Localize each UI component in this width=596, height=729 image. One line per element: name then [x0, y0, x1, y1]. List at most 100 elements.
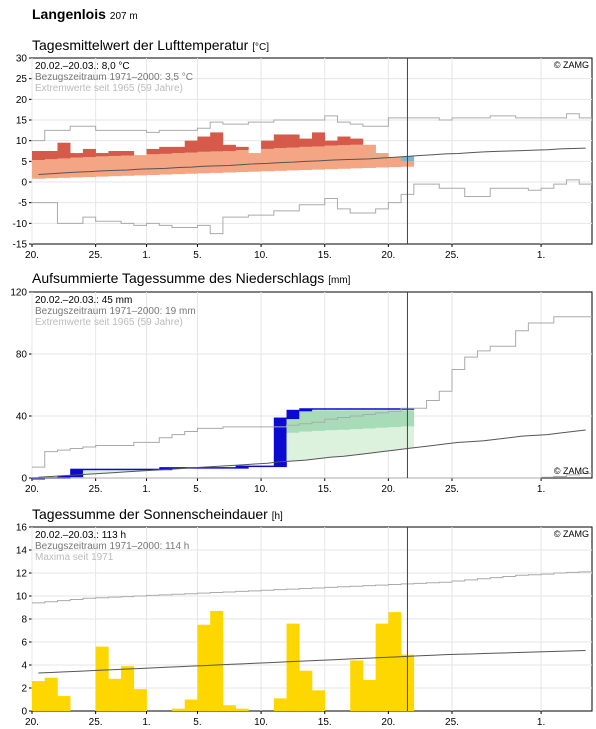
- sun-bar: [32, 681, 46, 711]
- temp-anomaly-bar: [108, 151, 122, 156]
- temp-xtick-label: 25.: [89, 250, 103, 261]
- precip-increment-bar: [324, 408, 338, 410]
- sun-bar: [57, 696, 71, 711]
- temp-anomaly-bar: [299, 138, 313, 147]
- precip-xtick-label: 25.: [445, 484, 459, 495]
- precip-increment-bar: [108, 468, 122, 471]
- sun-bar: [210, 610, 224, 711]
- sun-bar: [375, 623, 389, 711]
- temp-xtick-label: 1.: [537, 250, 545, 261]
- precip-normal-band: [362, 428, 376, 454]
- precip-normal-band: [324, 430, 338, 458]
- sun-ytick-label: 2: [21, 684, 27, 695]
- temp-normal-band: [108, 155, 122, 177]
- temp-anomaly-bar: [184, 140, 198, 153]
- precip-increment-bar: [362, 408, 376, 410]
- precip-increment-bar: [82, 468, 96, 471]
- precipitation-unit: [mm]: [328, 275, 351, 286]
- temp-anomaly-bar: [197, 136, 211, 152]
- temp-normal-band: [261, 148, 275, 172]
- temp-normal-band: [375, 153, 389, 168]
- precip-surplus-band: [350, 410, 364, 430]
- precip-increment-bar: [159, 467, 173, 471]
- precip-increment-bar: [95, 468, 109, 471]
- temp-normal-band: [248, 153, 262, 172]
- precip-increment-bar: [146, 468, 160, 471]
- temp-ytick-label: 15: [16, 116, 28, 127]
- precip-info-period: 20.02.–20.03.: 45 mm: [35, 295, 132, 306]
- sun-xtick-label: 20.: [25, 717, 39, 728]
- sun-bar: [172, 708, 186, 711]
- sun-xtick-label: 15.: [318, 717, 332, 728]
- precip-ytick-label: 40: [16, 412, 28, 423]
- precip-normal-band: [299, 431, 313, 461]
- sun-ytick-label: 14: [16, 546, 28, 557]
- station-altitude: 207 m: [109, 11, 138, 22]
- precip-ytick-label: 80: [16, 350, 28, 361]
- precip-increment-bar: [235, 465, 249, 469]
- sun-ytick-label: 0: [21, 707, 27, 718]
- temp-xtick-label: 20.: [381, 250, 395, 261]
- precip-increment-bar: [286, 409, 300, 420]
- temp-xtick-label: 5.: [193, 250, 201, 261]
- precip-increment-bar: [70, 468, 84, 478]
- precip-xtick-label: 5.: [193, 484, 201, 495]
- temperature-chart-title: Tagesmittelwert der Lufttemperatur [°C]: [32, 37, 269, 53]
- temp-normal-band: [286, 147, 300, 171]
- precip-xtick-label: 1.: [537, 484, 545, 495]
- precip-surplus-band: [312, 410, 326, 431]
- precip-increment-bar: [312, 408, 326, 410]
- sun-bar: [299, 670, 313, 711]
- temp-anomaly-bar: [159, 146, 173, 154]
- temp-normal-band: [350, 144, 364, 169]
- temp-normal-band: [324, 145, 338, 170]
- sun-info-period: 20.02.–20.03.: 113 h: [35, 530, 126, 541]
- precip-ytick-label: 120: [10, 288, 27, 299]
- temp-anomaly-bar: [337, 136, 351, 146]
- temp-normal-band: [210, 151, 224, 173]
- precip-minimum-line: [32, 472, 592, 479]
- station-title: Langenlois 207 m: [32, 6, 138, 22]
- precip-increment-bar: [210, 467, 224, 469]
- temp-anomaly-bar: [82, 148, 96, 158]
- precipitation-title-text: Aufsummierte Tagessumme des Niederschlag…: [32, 270, 325, 286]
- temp-xtick-label: 20.: [25, 250, 39, 261]
- temp-ytick-label: 0: [21, 178, 27, 189]
- precip-normal-band: [133, 469, 147, 472]
- temp-anomaly-bar: [44, 151, 58, 160]
- sun-bar: [108, 678, 122, 711]
- temp-anomaly-bar: [70, 153, 84, 158]
- precip-increment-bar: [222, 467, 236, 469]
- precip-normal-band: [95, 470, 109, 474]
- temp-normal-band: [197, 151, 211, 174]
- precip-normal-band: [375, 427, 389, 452]
- temp-anomaly-bar: [210, 132, 224, 152]
- precip-xtick-label: 15.: [318, 484, 332, 495]
- temp-info-reference: Bezugszeitraum 1971–2000: 3,5 °C: [35, 72, 193, 83]
- sun-bar: [388, 612, 402, 711]
- sun-xtick-label: 25.: [89, 717, 103, 728]
- sun-bar: [197, 624, 211, 711]
- sun-maximum-line: [32, 571, 592, 604]
- sun-ytick-label: 12: [16, 569, 28, 580]
- temp-xtick-label: 25.: [445, 250, 459, 261]
- temp-normal-band: [159, 153, 173, 175]
- sun-ytick-label: 10: [16, 592, 28, 603]
- temp-normal-band: [273, 148, 287, 171]
- precip-normal-band: [108, 470, 122, 473]
- temp-normal-band: [235, 150, 249, 173]
- precip-xtick-label: 1.: [142, 484, 150, 495]
- precip-increment-bar: [172, 467, 186, 469]
- sun-ytick-label: 16: [16, 523, 28, 534]
- sun-info-reference: Bezugszeitraum 1971–2000: 114 h: [35, 541, 189, 552]
- temp-anomaly-bar: [146, 148, 160, 155]
- temp-ytick-label: 20: [16, 95, 28, 106]
- temp-info-extremes: Extremwerte seit 1965 (59 Jahre): [35, 83, 183, 94]
- temp-maximum-line: [32, 113, 592, 142]
- sun-bar: [350, 660, 364, 711]
- temp-minimum-line: [32, 179, 592, 235]
- temp-anomaly-bar: [286, 134, 300, 148]
- sun-xtick-label: 1.: [142, 717, 150, 728]
- sunshine-title-text: Tagessumme der Sonnenscheindauer: [32, 506, 268, 522]
- temp-anomaly-bar: [324, 140, 338, 146]
